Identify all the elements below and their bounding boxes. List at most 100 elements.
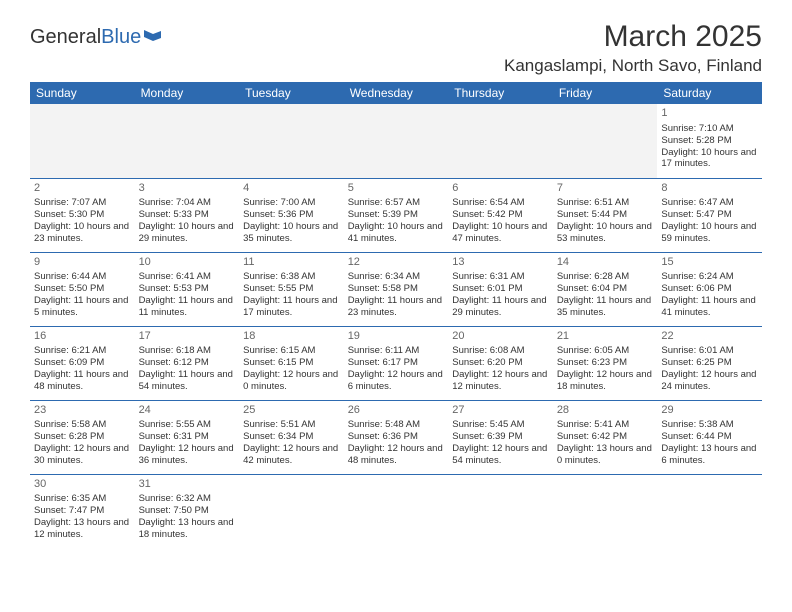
sunset-line: Sunset: 6:20 PM (452, 357, 549, 369)
day-number: 24 (139, 404, 236, 418)
header: GeneralBlue March 2025 Kangaslampi, Nort… (30, 20, 762, 76)
day-cell: 31Sunrise: 6:32 AMSunset: 7:50 PMDayligh… (135, 474, 240, 548)
sunset-line: Sunset: 5:28 PM (661, 135, 758, 147)
sunset-line: Sunset: 6:36 PM (348, 431, 445, 443)
day-number: 23 (34, 404, 131, 418)
sunset-line: Sunset: 5:36 PM (243, 209, 340, 221)
day-cell: 5Sunrise: 6:57 AMSunset: 5:39 PMDaylight… (344, 178, 449, 252)
day-number: 1 (661, 107, 758, 121)
day-number: 19 (348, 330, 445, 344)
day-number: 25 (243, 404, 340, 418)
calendar-row: 1Sunrise: 7:10 AMSunset: 5:28 PMDaylight… (30, 104, 762, 178)
day-cell: 29Sunrise: 5:38 AMSunset: 6:44 PMDayligh… (657, 400, 762, 474)
day-header: Tuesday (239, 82, 344, 104)
sunrise-line: Sunrise: 6:35 AM (34, 493, 131, 505)
empty-cell (553, 104, 658, 178)
day-number: 22 (661, 330, 758, 344)
daylight-line: Daylight: 11 hours and 23 minutes. (348, 295, 445, 319)
day-number: 30 (34, 478, 131, 492)
sunrise-line: Sunrise: 5:41 AM (557, 419, 654, 431)
sunset-line: Sunset: 5:44 PM (557, 209, 654, 221)
calendar-row: 30Sunrise: 6:35 AMSunset: 7:47 PMDayligh… (30, 474, 762, 548)
day-cell: 19Sunrise: 6:11 AMSunset: 6:17 PMDayligh… (344, 326, 449, 400)
day-header: Saturday (657, 82, 762, 104)
day-number: 3 (139, 182, 236, 196)
sunset-line: Sunset: 6:23 PM (557, 357, 654, 369)
daylight-line: Daylight: 11 hours and 35 minutes. (557, 295, 654, 319)
daylight-line: Daylight: 12 hours and 36 minutes. (139, 443, 236, 467)
sunset-line: Sunset: 5:42 PM (452, 209, 549, 221)
day-cell: 13Sunrise: 6:31 AMSunset: 6:01 PMDayligh… (448, 252, 553, 326)
daylight-line: Daylight: 10 hours and 23 minutes. (34, 221, 131, 245)
day-number: 8 (661, 182, 758, 196)
sunset-line: Sunset: 5:50 PM (34, 283, 131, 295)
sunrise-line: Sunrise: 6:01 AM (661, 345, 758, 357)
daylight-line: Daylight: 12 hours and 18 minutes. (557, 369, 654, 393)
day-cell: 21Sunrise: 6:05 AMSunset: 6:23 PMDayligh… (553, 326, 658, 400)
daylight-line: Daylight: 13 hours and 0 minutes. (557, 443, 654, 467)
day-number: 31 (139, 478, 236, 492)
daylight-line: Daylight: 13 hours and 6 minutes. (661, 443, 758, 467)
empty-cell (135, 104, 240, 178)
daylight-line: Daylight: 13 hours and 12 minutes. (34, 517, 131, 541)
calendar-row: 23Sunrise: 5:58 AMSunset: 6:28 PMDayligh… (30, 400, 762, 474)
day-cell: 9Sunrise: 6:44 AMSunset: 5:50 PMDaylight… (30, 252, 135, 326)
daylight-line: Daylight: 12 hours and 12 minutes. (452, 369, 549, 393)
sunrise-line: Sunrise: 6:05 AM (557, 345, 654, 357)
day-cell: 30Sunrise: 6:35 AMSunset: 7:47 PMDayligh… (30, 474, 135, 548)
sunset-line: Sunset: 7:50 PM (139, 505, 236, 517)
daylight-line: Daylight: 12 hours and 24 minutes. (661, 369, 758, 393)
daylight-line: Daylight: 10 hours and 41 minutes. (348, 221, 445, 245)
sunset-line: Sunset: 5:53 PM (139, 283, 236, 295)
day-header: Sunday (30, 82, 135, 104)
sunrise-line: Sunrise: 7:07 AM (34, 197, 131, 209)
logo: GeneralBlue (30, 26, 165, 49)
sunrise-line: Sunrise: 6:41 AM (139, 271, 236, 283)
day-cell: 10Sunrise: 6:41 AMSunset: 5:53 PMDayligh… (135, 252, 240, 326)
sunrise-line: Sunrise: 6:32 AM (139, 493, 236, 505)
day-header-row: SundayMondayTuesdayWednesdayThursdayFrid… (30, 82, 762, 104)
sunset-line: Sunset: 6:31 PM (139, 431, 236, 443)
day-number: 21 (557, 330, 654, 344)
day-number: 20 (452, 330, 549, 344)
day-header: Monday (135, 82, 240, 104)
sunset-line: Sunset: 6:17 PM (348, 357, 445, 369)
day-cell: 28Sunrise: 5:41 AMSunset: 6:42 PMDayligh… (553, 400, 658, 474)
calendar-table: SundayMondayTuesdayWednesdayThursdayFrid… (30, 82, 762, 548)
day-cell: 24Sunrise: 5:55 AMSunset: 6:31 PMDayligh… (135, 400, 240, 474)
day-number: 6 (452, 182, 549, 196)
day-cell: 6Sunrise: 6:54 AMSunset: 5:42 PMDaylight… (448, 178, 553, 252)
day-cell: 26Sunrise: 5:48 AMSunset: 6:36 PMDayligh… (344, 400, 449, 474)
month-title: March 2025 (504, 20, 762, 54)
day-number: 18 (243, 330, 340, 344)
sunrise-line: Sunrise: 5:45 AM (452, 419, 549, 431)
daylight-line: Daylight: 12 hours and 42 minutes. (243, 443, 340, 467)
sunset-line: Sunset: 5:47 PM (661, 209, 758, 221)
empty-cell (553, 474, 658, 548)
daylight-line: Daylight: 11 hours and 41 minutes. (661, 295, 758, 319)
logo-flag-icon (143, 29, 165, 45)
daylight-line: Daylight: 13 hours and 18 minutes. (139, 517, 236, 541)
day-number: 13 (452, 256, 549, 270)
sunrise-line: Sunrise: 6:21 AM (34, 345, 131, 357)
day-cell: 18Sunrise: 6:15 AMSunset: 6:15 PMDayligh… (239, 326, 344, 400)
day-cell: 8Sunrise: 6:47 AMSunset: 5:47 PMDaylight… (657, 178, 762, 252)
day-number: 4 (243, 182, 340, 196)
empty-cell (239, 474, 344, 548)
day-number: 12 (348, 256, 445, 270)
daylight-line: Daylight: 10 hours and 59 minutes. (661, 221, 758, 245)
daylight-line: Daylight: 11 hours and 5 minutes. (34, 295, 131, 319)
day-number: 5 (348, 182, 445, 196)
day-cell: 15Sunrise: 6:24 AMSunset: 6:06 PMDayligh… (657, 252, 762, 326)
sunrise-line: Sunrise: 7:10 AM (661, 123, 758, 135)
day-header: Thursday (448, 82, 553, 104)
sunrise-line: Sunrise: 7:00 AM (243, 197, 340, 209)
day-header: Friday (553, 82, 658, 104)
sunset-line: Sunset: 5:58 PM (348, 283, 445, 295)
sunset-line: Sunset: 6:09 PM (34, 357, 131, 369)
daylight-line: Daylight: 11 hours and 48 minutes. (34, 369, 131, 393)
calendar-row: 16Sunrise: 6:21 AMSunset: 6:09 PMDayligh… (30, 326, 762, 400)
sunrise-line: Sunrise: 6:28 AM (557, 271, 654, 283)
sunrise-line: Sunrise: 6:47 AM (661, 197, 758, 209)
daylight-line: Daylight: 10 hours and 29 minutes. (139, 221, 236, 245)
